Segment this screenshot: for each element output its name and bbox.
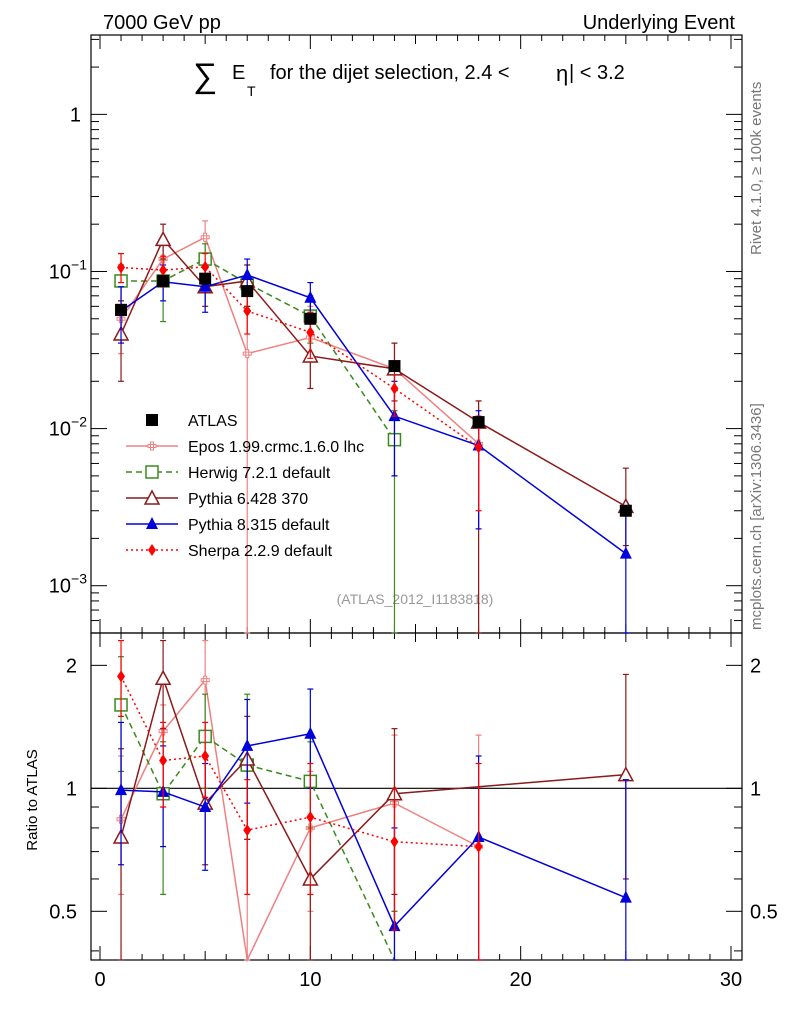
mcplots-label: mcplots.cern.ch [arXiv:1306.3436]: [748, 403, 765, 630]
pythia8-ratio-line: [121, 732, 627, 928]
epos-main-line: [120, 236, 480, 445]
sherpa-main-point: [474, 441, 483, 454]
legend-label-pythia6: Pythia 6.428 370: [188, 491, 308, 508]
sherpa-ratio-point: [243, 824, 252, 837]
title-sub: T: [247, 83, 256, 99]
sherpa-main-point: [117, 261, 126, 274]
y-tick-label: 1: [70, 104, 81, 126]
title-end: | < 3.2: [569, 62, 625, 84]
sherpa-main-point: [159, 264, 168, 277]
ratio-ytick-label-right: 2: [750, 655, 761, 677]
sherpa-ratio-point: [474, 840, 483, 853]
y-tick-label: 10−3: [49, 571, 87, 598]
sherpa-ratio-point: [159, 754, 168, 767]
sherpa-main-point: [390, 382, 399, 395]
pythia8-ratio-point: [199, 800, 212, 813]
legend-marker-pythia6: [143, 489, 161, 505]
atlas-main-point: [472, 416, 485, 429]
atlas-main-point: [241, 285, 254, 298]
header-left: 7000 GeV pp: [103, 12, 221, 34]
pythia6-main-point: [154, 230, 172, 247]
sherpa-ratio-line: [120, 675, 479, 848]
ratio-ytick-label: 2: [66, 655, 77, 677]
sherpa-main-point: [306, 326, 315, 339]
atlas-main-point: [388, 360, 401, 373]
ratio-ylabel: Ratio to ATLAS: [24, 749, 41, 850]
y-tick-label: 10−1: [49, 256, 87, 283]
legend-label-pythia8: Pythia 8.315 default: [188, 517, 330, 534]
sherpa-main-point: [201, 260, 210, 273]
epos-main-point: [242, 349, 252, 359]
herwig-ratio-line: [120, 704, 396, 961]
ratio-frame: [90, 632, 743, 961]
pythia6-main-line: [120, 238, 627, 507]
pythia8-main-point: [619, 546, 632, 559]
title-e: E: [232, 62, 245, 84]
legend-label-epos: Epos 1.99.crmc.1.6.0 lhc: [188, 439, 364, 456]
pythia8-main-point: [199, 279, 212, 292]
legend-label-sherpa: Sherpa 2.2.9 default: [188, 543, 333, 560]
title-sigma: ∑: [193, 57, 217, 95]
epos-ratio-point: [200, 675, 210, 685]
epos-main-point: [200, 232, 210, 242]
sherpa-ratio-point: [306, 811, 315, 824]
x-tick-label: 10: [299, 969, 321, 991]
atlas-main-point: [115, 303, 128, 316]
rivet-label: Rivet 4.1.0, ≥ 100k events: [748, 82, 765, 255]
y-tick-label: 10−2: [49, 414, 87, 441]
pythia8-ratio-point: [619, 890, 632, 903]
analysis-label: (ATLAS_2012_I1183818): [337, 591, 494, 607]
herwig-main-line: [121, 258, 396, 441]
pythia8-main-point: [241, 267, 254, 280]
sherpa-ratio-point: [201, 749, 210, 762]
sherpa-ratio-point: [117, 670, 126, 683]
pythia6-ratio-point: [154, 669, 172, 685]
legend-marker-pythia8: [146, 517, 158, 529]
legend-label-atlas: ATLAS: [188, 413, 238, 430]
x-tick-label: 0: [94, 969, 105, 991]
pythia8-ratio-point: [304, 726, 317, 739]
legend-marker-atlas: [146, 414, 158, 426]
ratio-ytick-label: 1: [66, 778, 77, 800]
title-rest: for the dijet selection, 2.4 <: [270, 62, 510, 84]
x-tick-label: 30: [720, 969, 742, 991]
sherpa-ratio-point: [390, 835, 399, 848]
atlas-main-point: [157, 274, 170, 287]
legend-marker-epos: [147, 441, 157, 451]
atlas-main-point: [619, 504, 632, 517]
pythia8-main-line: [120, 274, 627, 555]
atlas-main-point: [304, 312, 317, 325]
sherpa-main-point: [243, 305, 252, 318]
pythia8-main-point: [304, 290, 317, 303]
ratio-ytick-label-right: 0.5: [750, 901, 778, 923]
title-eta: η: [556, 61, 568, 86]
pythia6-ratio-line: [120, 675, 626, 881]
pythia8-ratio-point: [115, 783, 128, 796]
pythia8-ratio-point: [241, 738, 254, 751]
legend-marker-herwig: [145, 465, 159, 479]
ratio-ytick-label: 0.5: [49, 901, 77, 923]
header-right: Underlying Event: [583, 12, 736, 34]
ratio-ytick-label-right: 1: [750, 778, 761, 800]
legend-marker-sherpa: [148, 544, 156, 556]
atlas-main-point: [199, 272, 212, 285]
legend-label-herwig: Herwig 7.2.1 default: [188, 465, 331, 482]
x-tick-label: 20: [510, 969, 532, 991]
pythia6-ratio-point: [617, 766, 635, 782]
